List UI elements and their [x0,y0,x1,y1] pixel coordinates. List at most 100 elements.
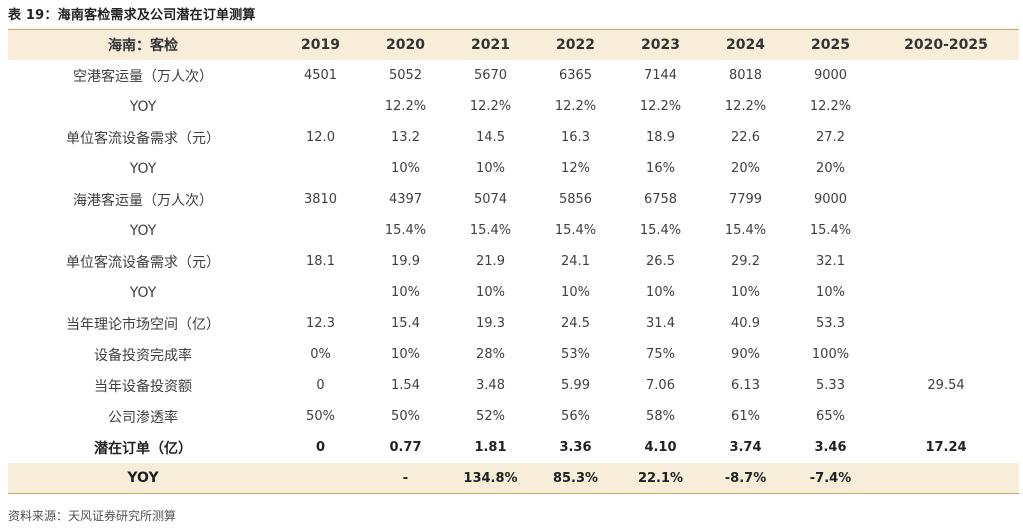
table-cell: 61% [731,409,760,424]
table-cell: 5074 [473,192,508,207]
table-cell: 24.5 [561,316,590,331]
table-cell: 0 [316,378,325,393]
table-cell: 16% [646,161,675,176]
row-label: 空港客运量（万人次） [73,68,213,85]
table-cell: 12.3 [306,316,335,331]
table-cell: - [363,463,448,494]
table-cell: 12.0 [306,130,335,145]
table-cell [873,401,1019,432]
table-row: YOY 10% 10% 12% 16% 20% 20% [8,153,1019,184]
table-cell: 19.9 [391,254,420,269]
row-label: YOY [8,463,278,494]
table-cell [873,60,1019,91]
table-cell: -8.7% [703,463,788,494]
table-cell: 15.4% [469,223,512,238]
table-cell [873,91,1019,122]
row-label: 公司渗透率 [108,409,178,426]
table-cell: 4397 [388,192,423,207]
table-cell: 12.2% [809,99,852,114]
table-cell: 5856 [558,192,593,207]
table-cell: 10% [731,285,760,300]
table-cell: 100% [811,347,850,362]
table-cell: 9000 [813,68,848,83]
table-cell [873,122,1019,153]
row-label: 单位客流设备需求（元） [66,130,220,147]
row-label: YOY [129,160,157,177]
table-cell: 10% [391,347,420,362]
row-label: YOY [129,284,157,301]
table-cell: 1.81 [474,440,507,455]
table-cell: 4501 [303,68,338,83]
row-label: 当年理论市场空间（亿） [66,316,220,333]
table-cell: 10% [391,285,420,300]
table-cell: 10% [391,161,420,176]
table-cell [873,308,1019,339]
table-cell [278,91,363,122]
table-cell: 1.54 [391,378,420,393]
column-header: 2024 [703,30,788,60]
table-row: 潜在订单（亿） 0 0.77 1.81 3.36 4.10 3.74 3.46 17.24 [8,432,1019,463]
table-cell: 0 [315,440,326,455]
table-cell: 21.9 [476,254,505,269]
table-cell: 75% [646,347,675,362]
table-cell: 24.1 [561,254,590,269]
table-row: YOY 12.2% 12.2% 12.2% 12.2% 12.2% 12.2% [8,91,1019,122]
table-cell [278,153,363,184]
table-cell [278,215,363,246]
table-row: 空港客运量（万人次） 4501 5052 5670 6365 7144 8018 9000 [8,60,1019,91]
table-cell [873,153,1019,184]
table-cell: 10% [561,285,590,300]
table-cell: 15.4% [639,223,682,238]
table-cell: 12% [561,161,590,176]
row-label: 单位客流设备需求（元） [66,254,220,271]
table-row: 海港客运量（万人次） 3810 4397 5074 5856 6758 7799 9000 [8,184,1019,215]
table-cell: 12.2% [384,99,427,114]
table-cell: 22.6 [731,130,760,145]
table-cell: 50% [391,409,420,424]
table-cell [873,277,1019,308]
table-cell: 12.2% [469,99,512,114]
table-cell: 20% [816,161,845,176]
column-header-label: 海南：客检 [8,30,278,60]
table-cell: 3.36 [559,440,592,455]
table-cell: 6758 [643,192,678,207]
top-rule [8,29,1019,30]
table-cell: 3.46 [814,440,847,455]
table-cell: 53.3 [816,316,845,331]
table-cell: 7.06 [646,378,675,393]
table-cell: 3810 [303,192,338,207]
table-row: 当年理论市场空间（亿） 12.3 15.4 19.3 24.5 31.4 40.9 53.3 [8,308,1019,339]
table-cell: 9000 [813,192,848,207]
table-cell: 3.74 [729,440,762,455]
table-cell: 52% [476,409,505,424]
source-note: 资料来源：天风证券研究所测算 [8,509,177,523]
table-cell: 29.54 [927,378,965,393]
table-cell: 10% [476,285,505,300]
table-cell: 18.9 [646,130,675,145]
table-cell: 3.48 [476,378,505,393]
table-cell [873,339,1019,370]
table-cell: 18.1 [306,254,335,269]
table-body: 空港客运量（万人次） 4501 5052 5670 6365 7144 8018 9000 YO… [8,60,1019,494]
row-label: YOY [129,222,157,239]
table-cell: 15.4% [809,223,852,238]
table-cell: 0.77 [389,440,422,455]
table-cell: 6.13 [731,378,760,393]
table-cell: 7799 [728,192,763,207]
table-cell: 22.1% [618,463,703,494]
table-row: 公司渗透率 50% 50% 52% 56% 58% 61% 65% [8,401,1019,432]
table-cell: 27.2 [816,130,845,145]
column-header: 2021 [448,30,533,60]
table-cell: 15.4% [554,223,597,238]
table-cell: 28% [476,347,505,362]
row-label: 设备投资完成率 [94,347,192,364]
table-row: YOY -134.8% 85.3% 22.1% -8.7% -7.4% [8,463,1019,494]
table-cell: 15.4 [391,316,420,331]
table-cell: 134.8% [448,463,533,494]
table-cell: 12.2% [554,99,597,114]
table-cell: 5052 [388,68,423,83]
table-cell: 16.3 [561,130,590,145]
table-row: 当年设备投资额 0 1.54 3.48 5.99 7.06 6.13 5.33 29.54 [8,370,1019,401]
table-cell: 29.2 [731,254,760,269]
table-cell [278,463,363,494]
